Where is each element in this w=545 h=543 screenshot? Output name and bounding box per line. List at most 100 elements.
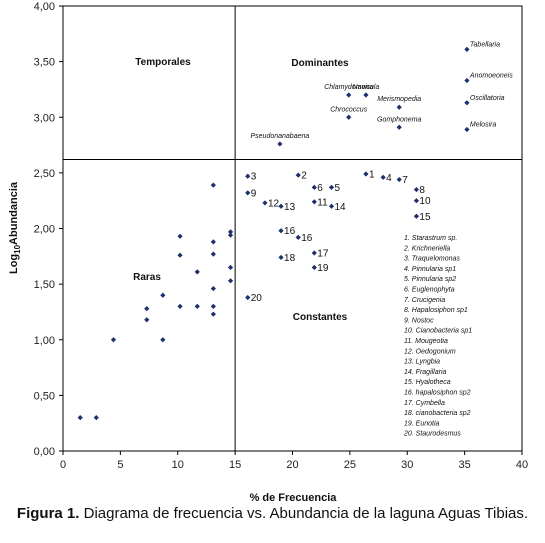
taxon-label: Anomoeoneis [469, 73, 513, 80]
data-point [245, 190, 251, 196]
legend-item: 19. Eunotia [404, 420, 440, 427]
data-point [278, 228, 284, 234]
taxon-label: Pseudonanabaena [250, 133, 309, 140]
taxon-label: Chrococcus [330, 106, 367, 113]
legend-item: 10. Cianobacteria sp1 [404, 328, 472, 335]
data-point [413, 198, 420, 204]
legend-item: 3. Traquelomonas [404, 256, 460, 263]
figure-caption: Figura 1. Diagrama de frecuencia vs. Abu… [0, 505, 545, 522]
taxon-label: Tabellaria [470, 41, 500, 48]
data-point [464, 126, 470, 133]
y-axis-title-part: Log [8, 254, 20, 274]
data-point [245, 173, 251, 179]
quadrant-label-temporales: Temporales [135, 57, 191, 68]
data-point [210, 285, 216, 292]
y-tick-label: 1,00 [34, 335, 55, 347]
x-tick-label: 25 [344, 459, 356, 471]
x-axis-title: % de Frecuencia [250, 492, 338, 504]
point-number-label: 16 [301, 233, 313, 244]
data-point [295, 172, 301, 178]
legend-item: 14. Fragillaria [404, 369, 447, 376]
point-number-label: 4 [386, 173, 392, 184]
data-point [144, 306, 150, 312]
point-number-label: 13 [284, 202, 296, 213]
data-point [262, 200, 268, 206]
point-number-label: 14 [335, 202, 347, 213]
y-tick-label: 2,50 [34, 168, 55, 180]
taxon-label: Gomphonema [377, 116, 421, 123]
data-point [396, 176, 402, 183]
data-point [328, 203, 335, 209]
data-point [245, 294, 251, 301]
data-point [77, 415, 83, 421]
y-tick-label: 4,00 [34, 1, 55, 13]
legend-item: 6. Euglenophyta [404, 287, 455, 294]
legend-item: 8. Hapalosiphon sp1 [404, 307, 468, 314]
data-point [227, 278, 234, 284]
data-point [210, 303, 216, 309]
data-point [396, 104, 402, 110]
x-tick-label: 0 [60, 459, 66, 471]
legend-item: 4. Pinnularia sp1 [404, 266, 456, 273]
point-number-label: 17 [317, 248, 329, 259]
y-tick-label: 3,00 [34, 112, 55, 124]
legend-item: 18. cianobacteria sp2 [404, 410, 471, 417]
y-tick-label: 2,00 [34, 224, 55, 236]
x-tick-label: 20 [286, 459, 298, 471]
data-point [464, 46, 470, 52]
data-point [144, 317, 150, 323]
caption-label: Figura 1. [16, 505, 80, 522]
legend-item: 15. Hyalotheca [404, 379, 451, 386]
data-point [363, 171, 369, 177]
x-tick-label: 30 [401, 459, 413, 471]
data-point [278, 203, 284, 209]
data-point [464, 77, 470, 84]
point-number-label: 5 [335, 183, 341, 194]
point-number-label: 8 [419, 185, 425, 196]
data-points [77, 46, 470, 421]
data-point [277, 141, 283, 147]
species-legend: 1. Starastrum sp. 2. Krichneriella 3. Traq… [403, 235, 472, 438]
point-number-label: 12 [268, 198, 280, 209]
data-point [177, 252, 183, 258]
scatter-chart: 0 5 10 15 20 25 30 35 400,000,501,001,502,002,50… [8, 1, 528, 504]
legend-item: 17. Cymbella [404, 400, 445, 407]
point-number-label: 1 [369, 169, 375, 180]
point-number-label: 16 [284, 226, 296, 237]
y-tick-label: 1,50 [34, 279, 55, 291]
data-point [177, 233, 183, 239]
point-number-label: 7 [402, 175, 408, 186]
data-point [464, 100, 470, 106]
data-point [227, 264, 234, 271]
legend-item: 20. Staurodesmus [403, 431, 461, 438]
data-point [210, 311, 216, 317]
data-point [177, 303, 183, 309]
data-point [396, 124, 402, 130]
data-point [227, 229, 234, 235]
data-point [110, 337, 117, 343]
legend-item: 11. Mougeotia [404, 338, 448, 345]
data-point [311, 184, 317, 190]
data-point [160, 337, 166, 343]
data-point [210, 251, 216, 257]
point-number-label: 18 [284, 253, 296, 264]
data-point [194, 269, 200, 275]
taxon-label: Chlamydomona [324, 84, 373, 91]
data-point [311, 250, 317, 256]
legend-item: 1. Starastrum sp. [404, 235, 457, 242]
data-point [363, 92, 369, 98]
point-number-label: 11 [317, 197, 328, 208]
data-point [346, 114, 352, 120]
point-number-label: 9 [251, 188, 257, 199]
y-axis-title-part: Abundancia [8, 181, 20, 245]
data-point [160, 292, 166, 298]
data-point [311, 264, 317, 271]
taxon-label: Oscillatoria [470, 95, 505, 102]
legend-item: 12. Oedogonium [404, 348, 456, 355]
data-point [413, 186, 420, 193]
legend-item: 16. hapalosiphon sp2 [404, 390, 471, 397]
point-number-label: 19 [317, 263, 329, 274]
taxon-label: Navicula [353, 84, 380, 91]
y-axis-title-subscript: 10 [13, 244, 22, 253]
